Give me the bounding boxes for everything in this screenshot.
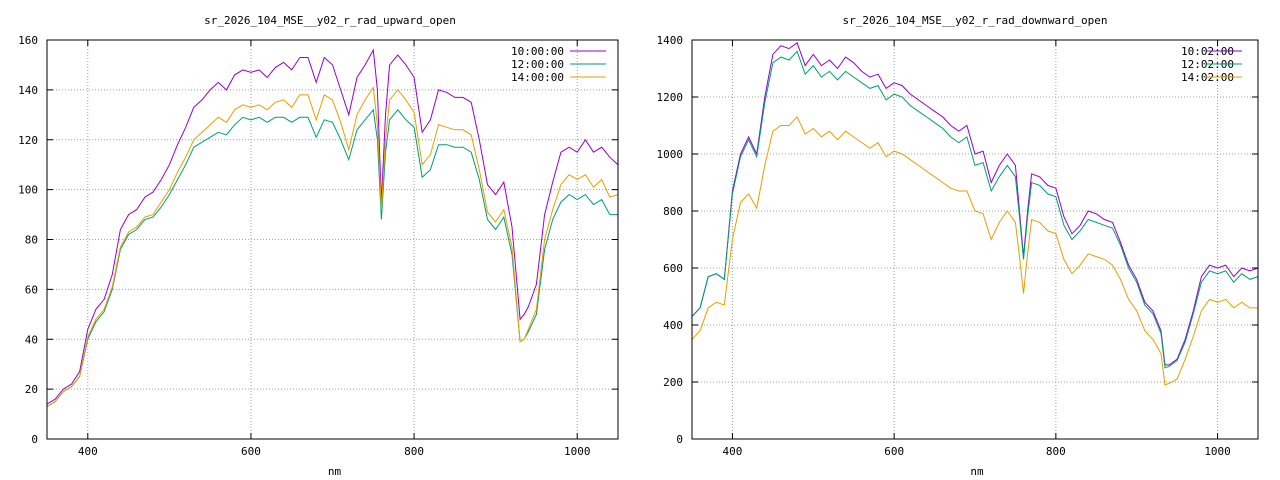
x-tick-label: 400 xyxy=(722,445,742,458)
y-tick-label: 40 xyxy=(25,333,38,346)
y-tick-label: 600 xyxy=(663,262,683,275)
x-tick-label: 800 xyxy=(404,445,424,458)
series-line xyxy=(691,116,1258,386)
legend-label: 14:00:00 xyxy=(511,71,564,84)
x-tick-label: 1000 xyxy=(564,445,591,458)
x-tick-label: 600 xyxy=(241,445,261,458)
series-line xyxy=(46,108,618,408)
legend-label: 10:00:00 xyxy=(511,45,564,58)
y-tick-label: 160 xyxy=(18,34,38,47)
plot-frame xyxy=(691,39,1259,440)
y-tick-label: 800 xyxy=(663,205,683,218)
y-tick-label: 140 xyxy=(18,84,38,97)
series-line xyxy=(691,42,1259,366)
chart-title: sr_2026_104_MSE__y02_r_rad_downward_open xyxy=(843,14,1108,27)
series-line xyxy=(691,50,1259,369)
legend-label: 12:00:00 xyxy=(511,58,564,71)
y-tick-label: 0 xyxy=(676,433,683,446)
y-tick-label: 1000 xyxy=(657,148,684,161)
x-tick-label: 1000 xyxy=(1204,445,1231,458)
series-line xyxy=(46,48,619,405)
y-tick-label: 60 xyxy=(25,283,38,296)
x-axis-label: nm xyxy=(328,465,342,478)
chart-title: sr_2026_104_MSE__y02_r_rad_upward_open xyxy=(204,14,456,27)
y-tick-label: 20 xyxy=(25,383,38,396)
y-tick-label: 80 xyxy=(25,234,38,247)
series-line xyxy=(46,85,619,408)
y-tick-label: 400 xyxy=(663,319,683,332)
x-tick-label: 800 xyxy=(1046,445,1066,458)
y-tick-label: 1200 xyxy=(657,91,684,104)
y-tick-label: 100 xyxy=(18,184,38,197)
y-tick-label: 120 xyxy=(18,134,38,147)
x-tick-label: 600 xyxy=(884,445,904,458)
x-axis-label: nm xyxy=(970,465,984,478)
y-tick-label: 200 xyxy=(663,376,683,389)
x-tick-label: 400 xyxy=(78,445,98,458)
y-tick-label: 0 xyxy=(31,433,38,446)
y-tick-label: 1400 xyxy=(657,34,684,47)
